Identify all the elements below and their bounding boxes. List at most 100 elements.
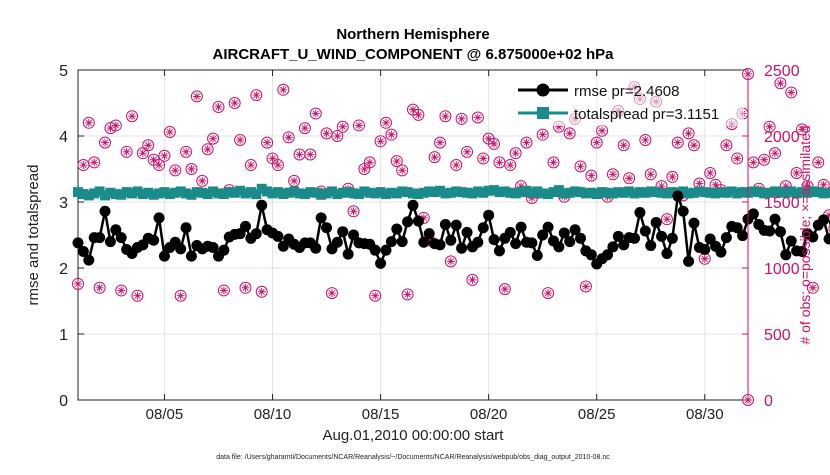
rmse-point (218, 245, 229, 256)
rmse-point (337, 226, 348, 237)
rmse-point (462, 227, 473, 238)
rmse-point (715, 247, 726, 258)
totalspread-point (824, 188, 830, 198)
obs-point (143, 140, 154, 151)
rmse-point (332, 237, 343, 248)
obs-point (548, 157, 559, 168)
obs-point (116, 285, 127, 296)
obs-point (380, 117, 391, 128)
rmse-point (456, 243, 467, 254)
obs-point (208, 133, 219, 144)
y-tick-label: 4 (59, 129, 68, 146)
rmse-point (667, 233, 678, 244)
obs-point (591, 137, 602, 148)
chart-title: Northern Hemisphere (336, 26, 489, 43)
obs-point (213, 101, 224, 112)
obs-point (267, 153, 278, 164)
obs-point (159, 150, 170, 161)
obs-point (348, 206, 359, 217)
obs-point (235, 134, 246, 145)
rmse-point (721, 232, 732, 243)
obs-point (251, 90, 262, 101)
rmse-point (451, 220, 462, 231)
obs-point (683, 128, 694, 139)
obs-point (127, 111, 138, 122)
obs-point (580, 281, 591, 292)
rmse-point (586, 249, 597, 260)
legend-totalspread-marker (537, 107, 549, 119)
obs-point (321, 128, 332, 139)
legend: rmse pr=2.4608 totalspread pr=3.1151 (512, 78, 744, 126)
rmse-point (402, 216, 413, 227)
rmse-point (575, 233, 586, 244)
rmse-point (343, 249, 354, 260)
y-axis-label: rmse and totalspread (25, 165, 42, 306)
obs-point (170, 165, 181, 176)
rmse-point (316, 212, 327, 223)
obs-point (597, 125, 608, 136)
obs-point (110, 120, 121, 131)
rmse-point (607, 241, 618, 252)
obs-point (164, 127, 175, 138)
rmse-point (661, 248, 672, 259)
rmse-point (100, 206, 111, 217)
obs-point (472, 112, 483, 123)
obs-point (467, 274, 478, 285)
y-tick-label-right: 500 (764, 327, 791, 344)
rmse-point (186, 251, 197, 262)
rmse-point (645, 240, 656, 251)
rmse-point (391, 224, 402, 235)
x-tick-label: 08/20 (470, 406, 508, 423)
x-tick-label: 08/25 (578, 406, 616, 423)
obs-point (505, 160, 516, 171)
y-tick-label-right: 0 (764, 393, 773, 410)
obs-point (478, 153, 489, 164)
rmse-point (472, 237, 483, 248)
rmse-point (564, 236, 575, 247)
obs-point (429, 152, 440, 163)
rmse-point (678, 206, 689, 217)
obs-point (100, 137, 111, 148)
rmse-point (748, 208, 759, 219)
obs-point (359, 164, 370, 175)
rmse-point (310, 243, 321, 254)
obs-point (245, 160, 256, 171)
obs-point (294, 149, 305, 160)
obs-point (186, 164, 197, 175)
y-tick-label-right: 2500 (764, 63, 800, 80)
rmse-point (105, 236, 116, 247)
rmse-point (408, 200, 419, 211)
footnote: data file: /Users/gharamti/Documents/NCA… (216, 454, 610, 461)
obs-point (218, 285, 229, 296)
obs-point (289, 175, 300, 186)
rmse-point (240, 221, 251, 232)
rmse-point (780, 249, 791, 260)
rmse-point (440, 219, 451, 230)
obs-point (256, 286, 267, 297)
rmse-point (672, 191, 683, 202)
rmse-point (634, 207, 645, 218)
rmse-point (699, 244, 710, 255)
rmse-point (321, 222, 332, 233)
obs-point (445, 256, 456, 267)
obs-point (618, 140, 629, 151)
obs-point (759, 154, 770, 165)
obs-point (402, 289, 413, 300)
rmse-point (148, 235, 159, 246)
obs-point (537, 129, 548, 140)
obs-point (73, 278, 84, 289)
rmse-point (435, 239, 446, 250)
obs-point (121, 146, 132, 157)
obs-point (672, 137, 683, 148)
obs-point (451, 160, 462, 171)
obs-point (310, 108, 321, 119)
obs-point (645, 169, 656, 180)
obs-point (607, 169, 618, 180)
chart-subtitle: AIRCRAFT_U_WIND_COMPONENT @ 6.875000e+02… (213, 46, 615, 63)
rmse-point (824, 233, 830, 244)
obs-point (786, 87, 797, 98)
obs-point (813, 157, 824, 168)
rmse-point (737, 230, 748, 241)
obs-point (640, 134, 651, 145)
